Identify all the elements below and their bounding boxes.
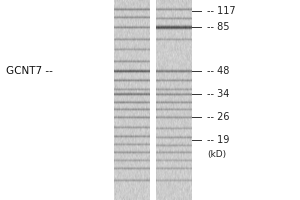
Text: GCNT7 --: GCNT7 -- xyxy=(6,66,53,76)
Text: -- 48: -- 48 xyxy=(207,66,230,76)
Text: -- 85: -- 85 xyxy=(207,22,230,32)
Text: (kD): (kD) xyxy=(207,150,226,159)
Text: -- 19: -- 19 xyxy=(207,135,230,145)
Text: -- 34: -- 34 xyxy=(207,89,230,99)
Text: -- 117: -- 117 xyxy=(207,6,236,16)
Text: -- 26: -- 26 xyxy=(207,112,230,122)
